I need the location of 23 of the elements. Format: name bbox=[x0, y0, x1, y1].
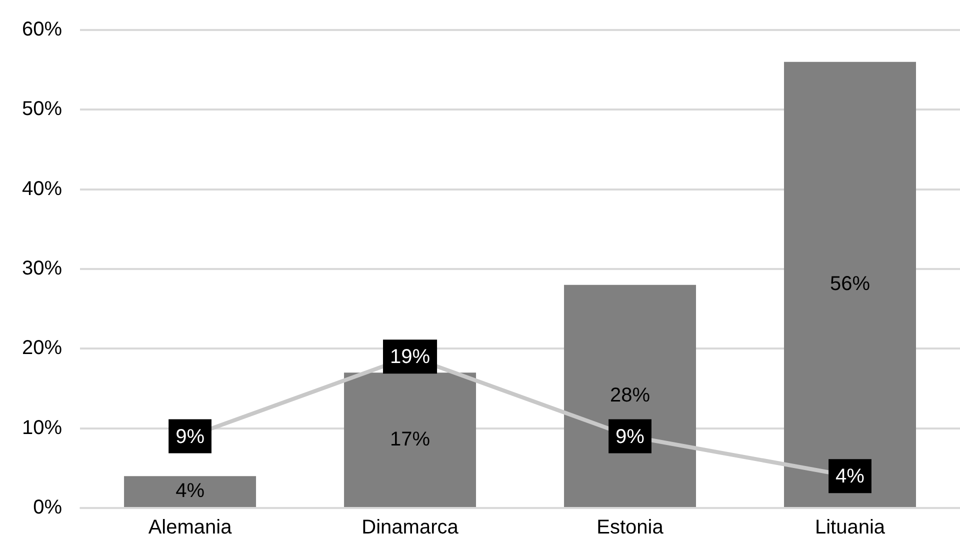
y-tick-label: 40% bbox=[22, 178, 62, 200]
data-label: 17% bbox=[390, 428, 430, 450]
data-label: 19% bbox=[390, 346, 430, 368]
data-label: 28% bbox=[610, 384, 650, 406]
bar bbox=[124, 476, 256, 507]
bar bbox=[564, 284, 696, 507]
x-tick-label: Alemania bbox=[148, 516, 233, 539]
bar bbox=[784, 62, 916, 507]
bar bbox=[344, 372, 476, 507]
y-tick-label: 60% bbox=[22, 18, 62, 41]
x-tick-label: Estonia bbox=[596, 516, 664, 539]
y-tick-label: 20% bbox=[22, 337, 62, 360]
x-tick-label: Dinamarca bbox=[362, 516, 460, 539]
y-tick-label: 30% bbox=[22, 258, 62, 280]
y-tick-label: 0% bbox=[33, 496, 62, 519]
data-label: 4% bbox=[836, 466, 865, 488]
x-tick-label: Lituania bbox=[814, 516, 886, 539]
data-label: 56% bbox=[830, 272, 870, 295]
data-label: 9% bbox=[616, 426, 645, 448]
data-label: 9% bbox=[176, 426, 205, 448]
y-tick-label: 50% bbox=[22, 98, 62, 120]
data-label: 4% bbox=[176, 480, 205, 502]
y-tick-label: 10% bbox=[22, 416, 62, 439]
